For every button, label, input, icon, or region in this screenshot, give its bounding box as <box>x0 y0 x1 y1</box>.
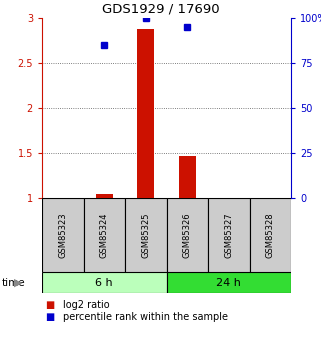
Bar <box>125 198 167 272</box>
Text: GSM85325: GSM85325 <box>141 212 150 258</box>
Text: GSM85328: GSM85328 <box>266 212 275 258</box>
Text: GSM85327: GSM85327 <box>224 212 233 258</box>
Text: ■: ■ <box>45 300 55 310</box>
Bar <box>179 156 195 198</box>
Text: log2 ratio: log2 ratio <box>63 300 109 310</box>
Text: 24 h: 24 h <box>216 277 241 287</box>
Text: 6 h: 6 h <box>95 277 113 287</box>
Text: GDS1929 / 17690: GDS1929 / 17690 <box>102 3 219 16</box>
Bar <box>96 194 113 198</box>
Bar <box>42 198 83 272</box>
Text: time: time <box>2 277 25 287</box>
Bar <box>83 198 125 272</box>
Bar <box>137 29 154 198</box>
Text: percentile rank within the sample: percentile rank within the sample <box>63 312 228 322</box>
Text: GSM85326: GSM85326 <box>183 212 192 258</box>
Bar <box>208 198 249 272</box>
Text: GSM85324: GSM85324 <box>100 212 109 258</box>
Bar <box>42 272 167 293</box>
Text: ■: ■ <box>45 312 55 322</box>
Text: ▶: ▶ <box>14 277 22 287</box>
Bar <box>249 198 291 272</box>
Text: GSM85323: GSM85323 <box>58 212 67 258</box>
Bar <box>167 198 208 272</box>
Bar <box>167 272 291 293</box>
